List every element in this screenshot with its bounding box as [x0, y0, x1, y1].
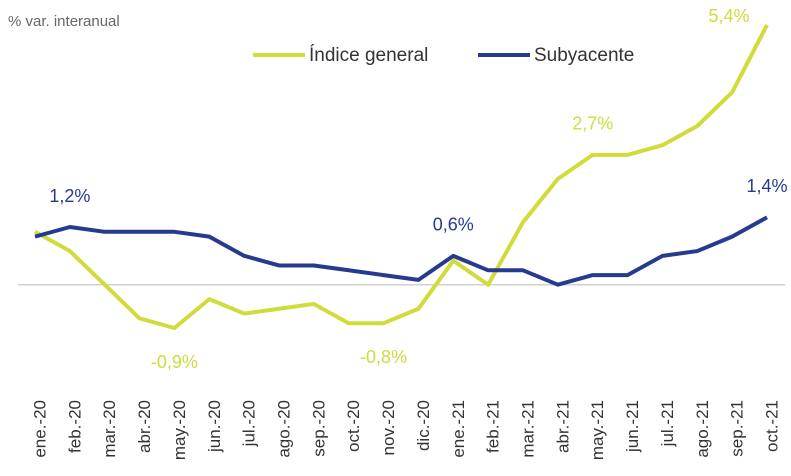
- x-tick-label: ene.-20: [30, 400, 49, 458]
- data-label: 5,4%: [708, 6, 749, 26]
- x-tick-label: nov.-20: [379, 400, 398, 455]
- data-label: 2,7%: [572, 114, 613, 134]
- data-label: 1,4%: [746, 176, 787, 196]
- x-tick-label: mar.-20: [100, 400, 119, 458]
- data-label: 0,6%: [433, 215, 474, 235]
- x-tick-label: ago.-21: [693, 400, 712, 458]
- x-tick-label: oct.-21: [762, 400, 781, 452]
- x-tick-label: jul.-21: [658, 400, 677, 447]
- x-tick-label: ene.-21: [449, 400, 468, 458]
- x-tick-label: abr.-21: [553, 400, 572, 453]
- x-tick-label: may.-20: [170, 400, 189, 460]
- x-tick-label: feb.-21: [484, 400, 503, 453]
- x-tick-label: mar.-21: [518, 400, 537, 458]
- data-label: -0,9%: [151, 352, 198, 372]
- x-tick-label: feb.-20: [65, 400, 84, 453]
- legend-label: Índice general: [309, 45, 428, 66]
- data-label: 1,2%: [49, 186, 90, 206]
- x-tick-label: oct.-20: [344, 400, 363, 452]
- y-axis-label: % var. interanual: [8, 13, 120, 30]
- x-tick-label: dic.-20: [414, 400, 433, 451]
- series-line: [34, 24, 769, 330]
- x-tick-label: may.-21: [588, 400, 607, 460]
- series-line: [34, 215, 768, 287]
- x-tick-label: jul.-20: [240, 400, 259, 447]
- legend-label: Subyacente: [534, 45, 634, 66]
- x-tick-label: sep.-20: [309, 400, 328, 457]
- data-label: -0,8%: [360, 347, 407, 367]
- x-tick-label: jun.-21: [623, 400, 642, 453]
- x-tick-label: abr.-20: [135, 400, 154, 453]
- x-tick-label: sep.-21: [728, 400, 747, 457]
- x-tick-label: ago.-20: [274, 400, 293, 458]
- x-tick-label: jun.-20: [205, 400, 224, 453]
